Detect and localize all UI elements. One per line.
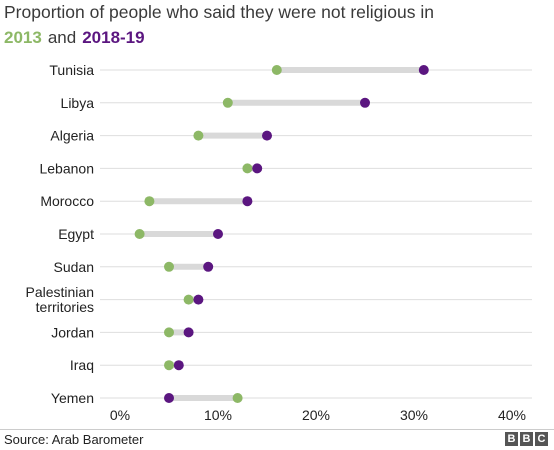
point-2013	[144, 196, 155, 207]
point-2018-19	[252, 163, 263, 174]
point-2018-19	[360, 97, 370, 108]
point-2013	[193, 130, 204, 141]
x-tick-label: 0%	[110, 407, 130, 423]
x-tick-label: 10%	[204, 407, 232, 423]
legend-2018-19: 2018-19	[82, 28, 145, 47]
country-label: Libya	[61, 95, 95, 111]
chart-title: Proportion of people who said they were …	[4, 2, 434, 22]
footer-divider	[0, 429, 554, 430]
dumbbell-chart: Tunisia Libya Algeria Lebanon Morocco Egypt Su…	[26, 62, 532, 423]
bbc-logo-letter: B	[520, 432, 533, 446]
point-2013	[232, 393, 243, 403]
point-2018-19	[193, 294, 204, 305]
point-2013	[164, 327, 174, 338]
country-label: Iraq	[70, 357, 94, 373]
source-note: Source: Arab Barometer	[4, 432, 144, 447]
point-2018-19	[242, 196, 253, 207]
bbc-logo-letter: B	[505, 432, 518, 446]
country-label: Egypt	[58, 226, 94, 242]
point-2013	[134, 229, 145, 239]
point-2018-19	[183, 327, 194, 338]
chart-subtitle-legend: 2013 and 2018-19	[4, 28, 145, 48]
point-2013	[164, 261, 174, 272]
point-2013	[164, 360, 174, 371]
country-label: Algeria	[50, 128, 94, 144]
x-tick-label: 20%	[302, 407, 330, 423]
country-label: Lebanon	[39, 160, 94, 176]
point-2018-19	[203, 261, 214, 272]
country-label: Yemen	[51, 390, 94, 406]
country-label: Jordan	[51, 324, 94, 340]
point-2013	[183, 294, 194, 305]
point-2013	[222, 97, 233, 108]
bbc-logo-letter: C	[535, 432, 548, 446]
country-label: Morocco	[40, 193, 94, 209]
point-2018-19	[418, 65, 429, 75]
x-tick-label: 40%	[498, 407, 526, 423]
legend-joiner: and	[47, 28, 77, 47]
point-2018-19	[262, 130, 272, 141]
point-2013	[271, 65, 282, 75]
country-label: Palestinian territories	[26, 284, 95, 315]
point-2013	[242, 163, 253, 174]
legend-2013: 2013	[4, 28, 42, 47]
country-label: Sudan	[54, 259, 94, 275]
point-2018-19	[213, 229, 223, 239]
point-2018-19	[164, 393, 174, 403]
x-tick-label: 30%	[400, 407, 428, 423]
point-2018-19	[173, 360, 184, 371]
country-label: Tunisia	[49, 62, 94, 78]
